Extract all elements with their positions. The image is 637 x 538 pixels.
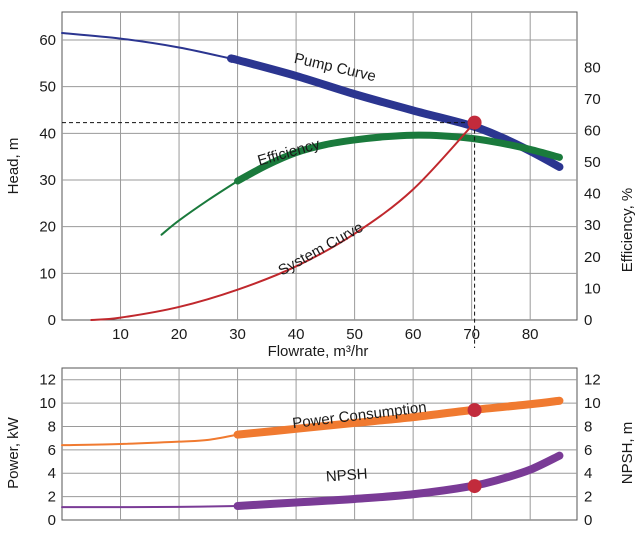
system-curve-label: System Curve xyxy=(276,219,367,280)
efficiency-tick-label: 40 xyxy=(584,186,601,203)
pump-curve-thin-line xyxy=(61,32,233,60)
power-axis-label: Power, kW xyxy=(5,416,22,489)
power-consumption-label: Power Consumption xyxy=(291,399,427,432)
power-tick-label: 2 xyxy=(48,489,56,506)
power-tick-label: 4 xyxy=(48,465,56,482)
npsh-tick-label: 2 xyxy=(584,489,592,506)
head-tick-label: 30 xyxy=(39,172,56,189)
power-consumption-marker xyxy=(467,403,482,418)
head-tick-label: 60 xyxy=(39,32,56,49)
efficiency-bold-line xyxy=(234,131,563,185)
efficiency-axis-label: Efficiency, % xyxy=(619,188,636,272)
flowrate-tick-label: 80 xyxy=(522,326,539,343)
head-tick-label: 10 xyxy=(39,265,56,282)
bottom-series xyxy=(61,396,564,510)
flowrate-tick-label: 50 xyxy=(346,326,363,343)
efficiency-label: Efficiency xyxy=(256,136,323,170)
flowrate-tick-label: 70 xyxy=(463,326,480,343)
bottom-tick-labels: 0 2 4 6 8 10 12 0 2 4 6 8 10 12 xyxy=(39,372,600,529)
efficiency-tick-label: 50 xyxy=(584,154,601,171)
power-tick-label: 0 xyxy=(48,512,56,529)
efficiency-tick-label: 0 xyxy=(584,312,592,329)
head-tick-label: 50 xyxy=(39,79,56,96)
npsh-axis-label: NPSH, m xyxy=(619,422,636,485)
power-tick-label: 6 xyxy=(48,442,56,459)
head-axis-label: Head, m xyxy=(5,138,22,195)
power-npsh-chart: 0 2 4 6 8 10 12 0 2 4 6 8 10 12 Power, kW NPSH, m Pow… xyxy=(5,367,636,529)
power-consumption-bold-line xyxy=(233,396,564,439)
npsh-tick-label: 10 xyxy=(584,395,601,412)
head-tick-label: 20 xyxy=(39,219,56,236)
flowrate-tick-label: 40 xyxy=(288,326,305,343)
npsh-marker xyxy=(467,479,482,494)
power-consumption-thin-line xyxy=(61,433,239,447)
efficiency-tick-label: 10 xyxy=(584,280,601,297)
npsh-thin-line xyxy=(61,504,239,509)
top-plot-frame xyxy=(61,11,578,321)
top-tick-labels: 10 20 30 40 50 60 70 80 0 10 20 30 40 50 60 0 10 20 30 40 50… xyxy=(39,32,600,343)
efficiency-tick-label: 20 xyxy=(584,249,601,266)
flowrate-axis-label: Flowrate, m³/hr xyxy=(268,343,369,360)
flowrate-tick-label: 60 xyxy=(405,326,422,343)
head-tick-label: 40 xyxy=(39,125,56,142)
flowrate-tick-label: 10 xyxy=(112,326,129,343)
top-series xyxy=(61,32,564,348)
power-tick-label: 10 xyxy=(39,395,56,412)
npsh-tick-label: 8 xyxy=(584,418,592,435)
efficiency-thin-line xyxy=(160,180,239,236)
efficiency-tick-label: 80 xyxy=(584,59,601,76)
power-tick-label: 12 xyxy=(39,372,56,389)
efficiency-tick-label: 60 xyxy=(584,122,601,139)
npsh-bold-line xyxy=(233,451,564,510)
head-efficiency-chart: 10 20 30 40 50 60 70 80 0 10 20 30 40 50 60 0 10 20 30 40 50… xyxy=(5,11,636,360)
flowrate-tick-label: 20 xyxy=(171,326,188,343)
system-curve-line xyxy=(90,121,476,321)
efficiency-tick-label: 70 xyxy=(584,91,601,108)
flowrate-tick-label: 30 xyxy=(229,326,246,343)
head-tick-label: 0 xyxy=(48,312,56,329)
npsh-tick-label: 6 xyxy=(584,442,592,459)
bottom-plot-frame xyxy=(61,367,578,521)
power-tick-label: 8 xyxy=(48,418,56,435)
operating-point-marker xyxy=(467,115,482,130)
efficiency-tick-label: 30 xyxy=(584,217,601,234)
npsh-label: NPSH xyxy=(325,466,368,486)
npsh-tick-label: 0 xyxy=(584,512,592,529)
npsh-tick-label: 12 xyxy=(584,372,601,389)
npsh-tick-label: 4 xyxy=(584,465,592,482)
